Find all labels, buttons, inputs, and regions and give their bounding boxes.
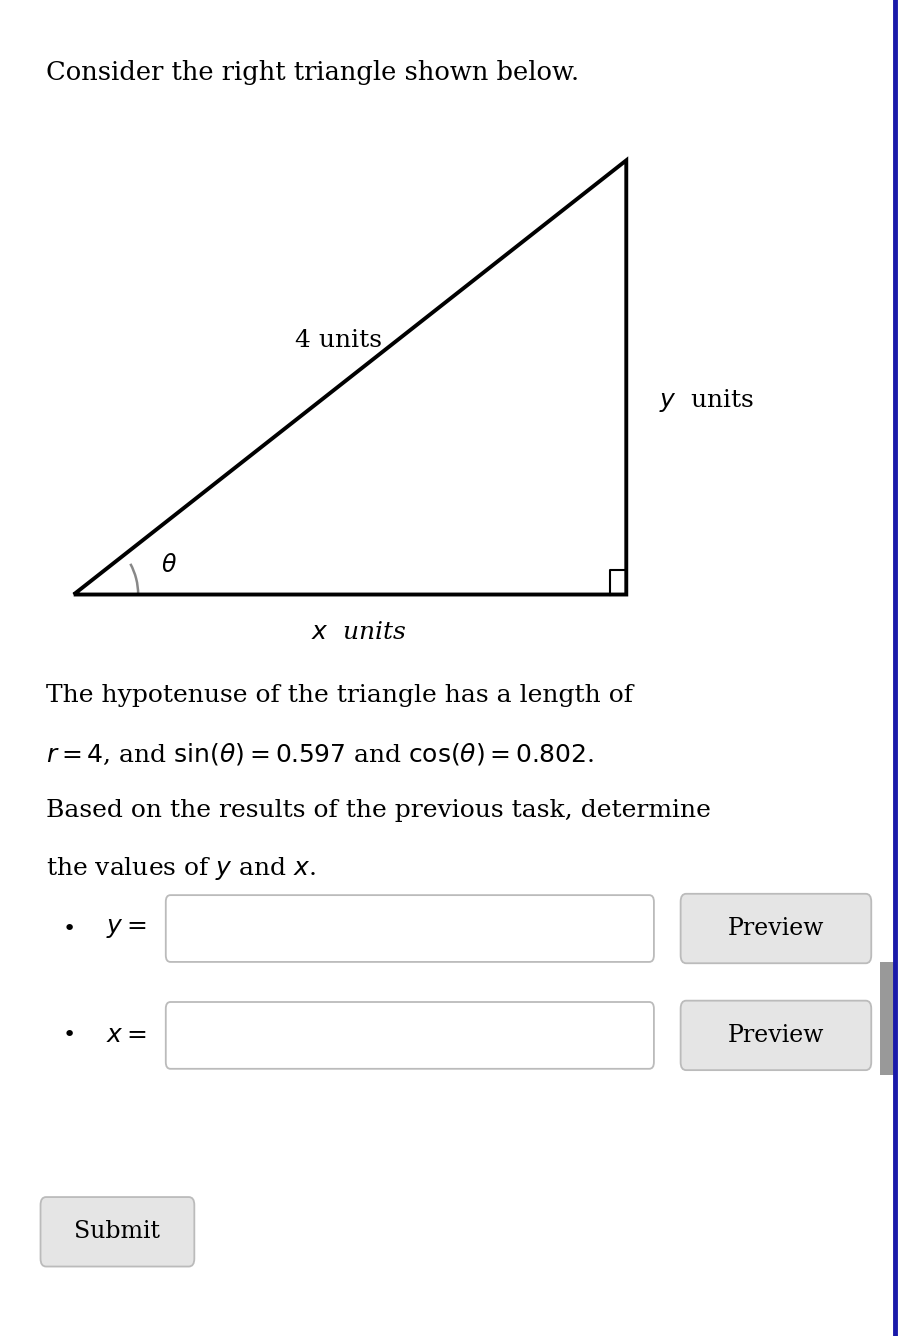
Text: •: •	[63, 1026, 76, 1045]
Text: Based on the results of the previous task, determine: Based on the results of the previous tas…	[46, 799, 711, 822]
Text: Preview: Preview	[728, 1023, 824, 1047]
Text: $r = 4$, and $\mathrm{sin}(\theta) = 0.597$ and $\mathrm{cos}(\theta) = 0.802$.: $r = 4$, and $\mathrm{sin}(\theta) = 0.5…	[46, 741, 594, 767]
Text: $x$  units: $x$ units	[311, 621, 407, 644]
Text: $\theta$: $\theta$	[161, 554, 177, 577]
Text: $y$  units: $y$ units	[659, 387, 753, 414]
Text: $y =$: $y =$	[106, 916, 146, 941]
FancyBboxPatch shape	[166, 895, 654, 962]
Text: 4 units: 4 units	[295, 329, 381, 353]
Text: Consider the right triangle shown below.: Consider the right triangle shown below.	[46, 60, 579, 86]
Text: the values of $y$ and $x$.: the values of $y$ and $x$.	[46, 855, 316, 882]
FancyBboxPatch shape	[681, 894, 871, 963]
FancyBboxPatch shape	[41, 1197, 194, 1267]
Text: •: •	[63, 919, 76, 938]
FancyBboxPatch shape	[166, 1002, 654, 1069]
Bar	[880, 962, 897, 1075]
Text: The hypotenuse of the triangle has a length of: The hypotenuse of the triangle has a len…	[46, 684, 633, 707]
Text: Submit: Submit	[75, 1220, 160, 1244]
Text: Preview: Preview	[728, 916, 824, 941]
Text: $x =$: $x =$	[106, 1023, 146, 1047]
FancyBboxPatch shape	[681, 1001, 871, 1070]
